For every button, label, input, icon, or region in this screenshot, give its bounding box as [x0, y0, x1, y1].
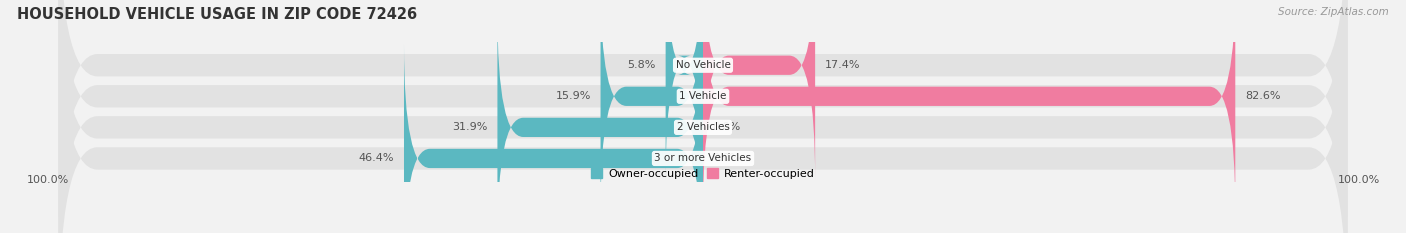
Text: 82.6%: 82.6%	[1244, 91, 1281, 101]
FancyBboxPatch shape	[59, 0, 1347, 233]
Text: 100.0%: 100.0%	[1337, 175, 1379, 185]
FancyBboxPatch shape	[703, 0, 815, 180]
Text: 0.0%: 0.0%	[713, 122, 741, 132]
Text: 15.9%: 15.9%	[555, 91, 591, 101]
Text: 100.0%: 100.0%	[27, 175, 69, 185]
FancyBboxPatch shape	[59, 0, 1347, 233]
FancyBboxPatch shape	[498, 13, 703, 233]
Text: 3 or more Vehicles: 3 or more Vehicles	[654, 154, 752, 163]
FancyBboxPatch shape	[600, 0, 703, 211]
Text: 17.4%: 17.4%	[825, 60, 860, 70]
FancyBboxPatch shape	[59, 0, 1347, 233]
Text: 46.4%: 46.4%	[359, 154, 394, 163]
Text: Source: ZipAtlas.com: Source: ZipAtlas.com	[1278, 7, 1389, 17]
Text: 0.0%: 0.0%	[713, 154, 741, 163]
Text: 1 Vehicle: 1 Vehicle	[679, 91, 727, 101]
Legend: Owner-occupied, Renter-occupied: Owner-occupied, Renter-occupied	[586, 164, 820, 183]
Text: 31.9%: 31.9%	[453, 122, 488, 132]
Text: 2 Vehicles: 2 Vehicles	[676, 122, 730, 132]
FancyBboxPatch shape	[703, 0, 1236, 211]
FancyBboxPatch shape	[59, 0, 1347, 233]
Text: HOUSEHOLD VEHICLE USAGE IN ZIP CODE 72426: HOUSEHOLD VEHICLE USAGE IN ZIP CODE 7242…	[17, 7, 418, 22]
Text: 5.8%: 5.8%	[627, 60, 657, 70]
Text: No Vehicle: No Vehicle	[675, 60, 731, 70]
FancyBboxPatch shape	[404, 44, 703, 233]
FancyBboxPatch shape	[665, 0, 703, 180]
